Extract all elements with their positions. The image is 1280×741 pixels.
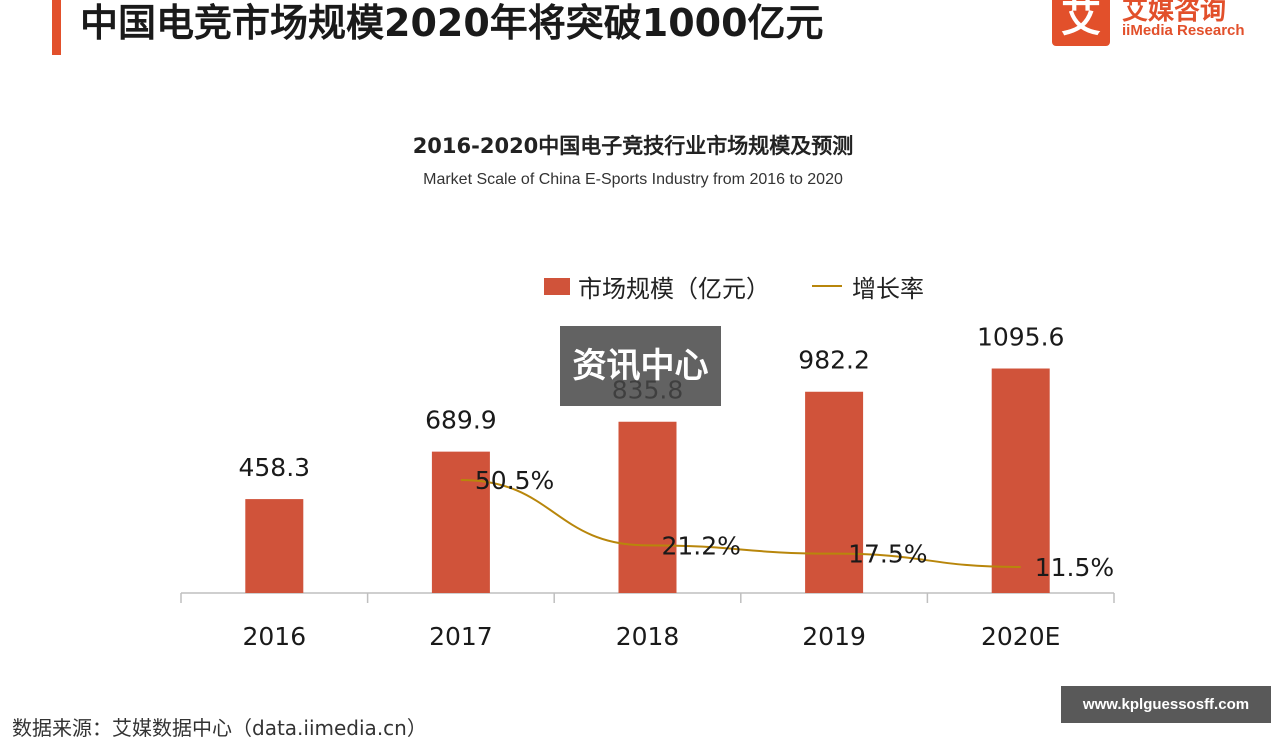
growth-rate-label: 17.5%	[848, 540, 927, 569]
bar-value-label: 689.9	[425, 406, 497, 435]
overlay-label[interactable]: 资讯中心	[560, 326, 721, 406]
chart-title: 2016-2020中国电子竞技行业市场规模及预测	[412, 134, 854, 158]
growth-rate-label: 21.2%	[662, 531, 741, 560]
bar-value-label: 1095.6	[977, 323, 1064, 352]
x-tick-label: 2020E	[981, 622, 1060, 651]
bar-2020E	[991, 368, 1050, 593]
x-tick-label: 2017	[429, 622, 493, 651]
x-tick-label: 2019	[802, 622, 866, 651]
source-note: 数据来源：艾媒数据中心（data.iimedia.cn）	[12, 716, 427, 740]
bar-2017	[431, 451, 490, 593]
logo-name-en: iiMedia Research	[1122, 22, 1245, 39]
chart-subtitle: Market Scale of China E-Sports Industry …	[423, 171, 843, 188]
bar-value-label: 982.2	[798, 346, 870, 375]
bar-2019	[805, 391, 864, 593]
title-accent-bar	[52, 0, 61, 55]
bar-value-label: 458.3	[239, 453, 311, 482]
growth-rate-label: 11.5%	[1035, 553, 1114, 582]
watermark-link[interactable]: www.kplguessosff.com	[1061, 686, 1271, 723]
x-tick-label: 2018	[616, 622, 680, 651]
iimedia-logo-icon: 艾	[1052, 0, 1110, 46]
growth-rate-label: 50.5%	[475, 466, 554, 495]
logo-name-cn: 艾媒咨询	[1122, 0, 1227, 26]
legend-bar-label: 市场规模（亿元）	[578, 274, 770, 303]
bar-2018	[618, 421, 677, 593]
growth-rate-line	[460, 479, 1021, 568]
legend-line-swatch	[812, 285, 842, 287]
brand-logo: 艾 艾媒咨询 iiMedia Research	[1052, 0, 1262, 46]
legend-line-label: 增长率	[852, 274, 924, 303]
legend-bar-swatch	[544, 277, 570, 295]
x-tick-label: 2016	[242, 622, 306, 651]
chart-legend: 市场规模（亿元） 增长率	[544, 268, 924, 304]
page-title: 中国电竞市场规模2020年将突破1000亿元	[80, 1, 824, 45]
bar-2016	[245, 499, 304, 593]
